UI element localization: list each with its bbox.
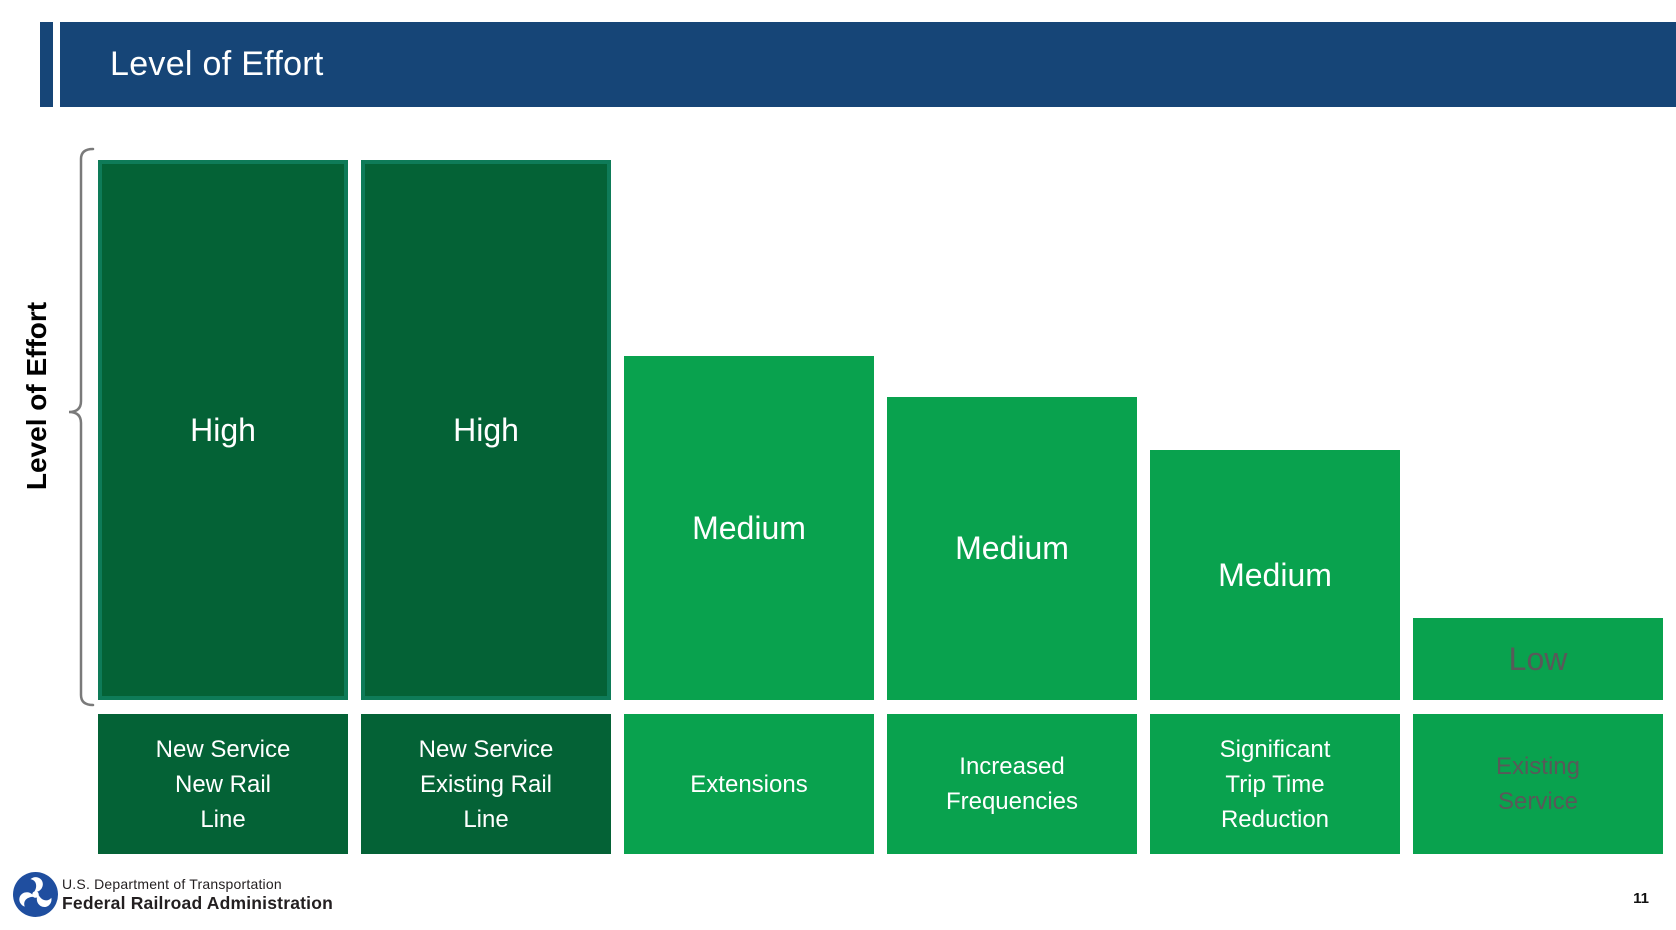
- category-label-significant-trip-time-reduction: Significant Trip Time Reduction: [1150, 714, 1400, 854]
- page-number: 11: [1633, 890, 1649, 907]
- bar-increased-frequencies: Medium: [887, 397, 1137, 700]
- axis-brace-icon: [68, 147, 95, 707]
- category-label-extensions: Extensions: [624, 714, 874, 854]
- category-label-new-service-new-rail-line: New Service New Rail Line: [98, 714, 348, 854]
- bar-value-label: Medium: [955, 530, 1069, 566]
- agency-administration-line: Federal Railroad Administration: [62, 893, 334, 913]
- bar-value-label: Low: [1508, 640, 1568, 677]
- bar-new-service-existing-rail-line: High: [361, 160, 611, 700]
- agency-signature: U.S. Department of Transportation Federa…: [62, 876, 333, 914]
- title-bar: Level of Effort: [60, 22, 1676, 107]
- bar-value-label: High: [190, 411, 256, 448]
- us-dot-triskelion-icon: [13, 872, 58, 917]
- bar-value-label: High: [453, 411, 519, 448]
- category-label-new-service-existing-rail-line: New Service Existing Rail Line: [361, 714, 611, 854]
- bar-extensions: Medium: [624, 356, 874, 700]
- y-axis-label: Level of Effort: [21, 301, 52, 491]
- bar-significant-trip-time-reduction: Medium: [1150, 450, 1400, 700]
- bar-new-service-new-rail-line: High: [98, 160, 348, 700]
- title-accent-bar: [40, 22, 53, 107]
- bar-value-label: Medium: [692, 509, 806, 546]
- bar-value-label: Medium: [1218, 556, 1332, 593]
- category-label-existing-service: Existing Service: [1413, 714, 1663, 854]
- page-title: Level of Effort: [110, 45, 324, 83]
- agency-department-line: U.S. Department of Transportation: [62, 876, 282, 892]
- category-label-increased-frequencies: Increased Frequencies: [887, 714, 1137, 854]
- bar-existing-service: Low: [1413, 618, 1663, 700]
